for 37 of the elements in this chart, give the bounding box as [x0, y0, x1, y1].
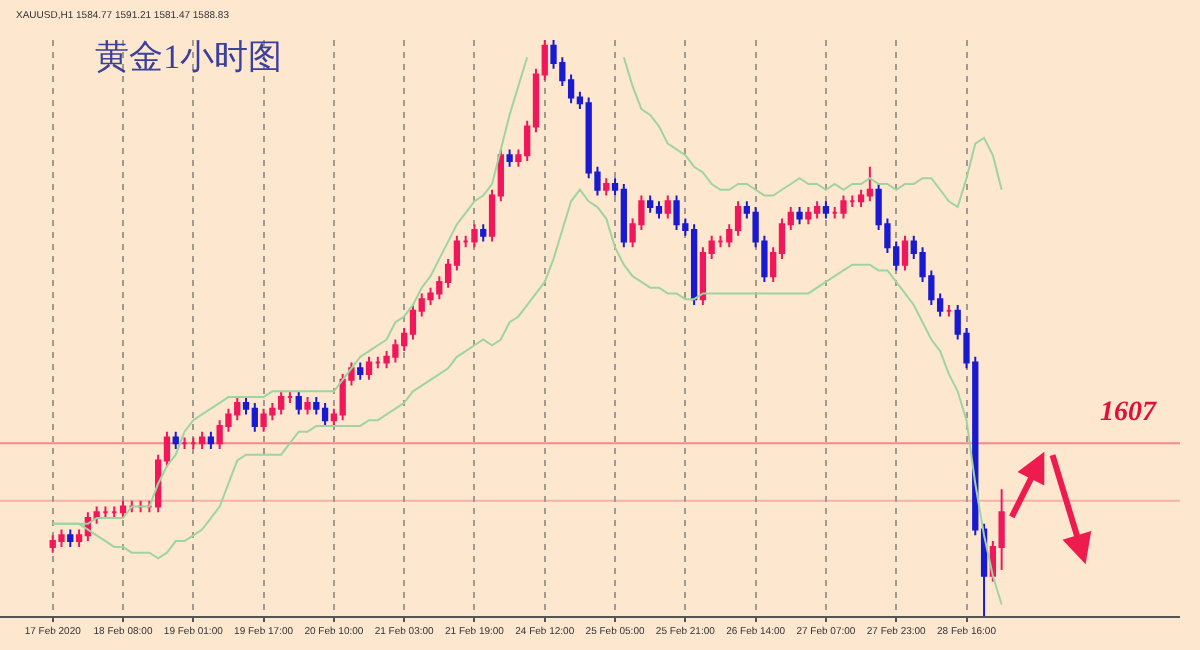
candlestick	[805, 206, 812, 226]
candlestick	[813, 200, 821, 220]
candlestick	[181, 436, 188, 450]
candlestick	[822, 200, 830, 220]
chart-title: 黄金1小时图	[95, 37, 283, 76]
candlestick	[647, 194, 654, 214]
candlestick	[58, 528, 65, 548]
candlestick	[111, 505, 118, 520]
candlestick	[207, 430, 215, 450]
candlestick	[321, 401, 329, 427]
candlestick	[471, 223, 478, 249]
candlestick	[251, 401, 258, 433]
candlestick	[945, 303, 953, 318]
candlestick	[655, 200, 663, 220]
candlestick	[620, 183, 627, 249]
candlestick	[673, 194, 680, 232]
candlestick	[664, 194, 671, 220]
candlestick	[901, 234, 909, 272]
candlestick	[365, 355, 373, 381]
candlestick	[67, 528, 74, 548]
candlestick	[119, 499, 127, 520]
candlestick	[603, 177, 610, 197]
candlestick	[690, 223, 698, 306]
candlestick	[102, 505, 109, 520]
candlestick	[286, 390, 294, 404]
candlestick	[506, 148, 513, 168]
candlestick	[304, 396, 311, 416]
candlestick	[357, 361, 364, 381]
candlestick	[480, 223, 487, 243]
candlestick	[866, 165, 873, 203]
candlestick	[198, 430, 206, 450]
candlestick	[840, 194, 847, 220]
text: 1607	[1100, 398, 1158, 428]
candlestick	[796, 206, 803, 226]
candlestick	[295, 390, 302, 416]
candlestick	[172, 430, 179, 450]
candlestick	[190, 436, 197, 450]
